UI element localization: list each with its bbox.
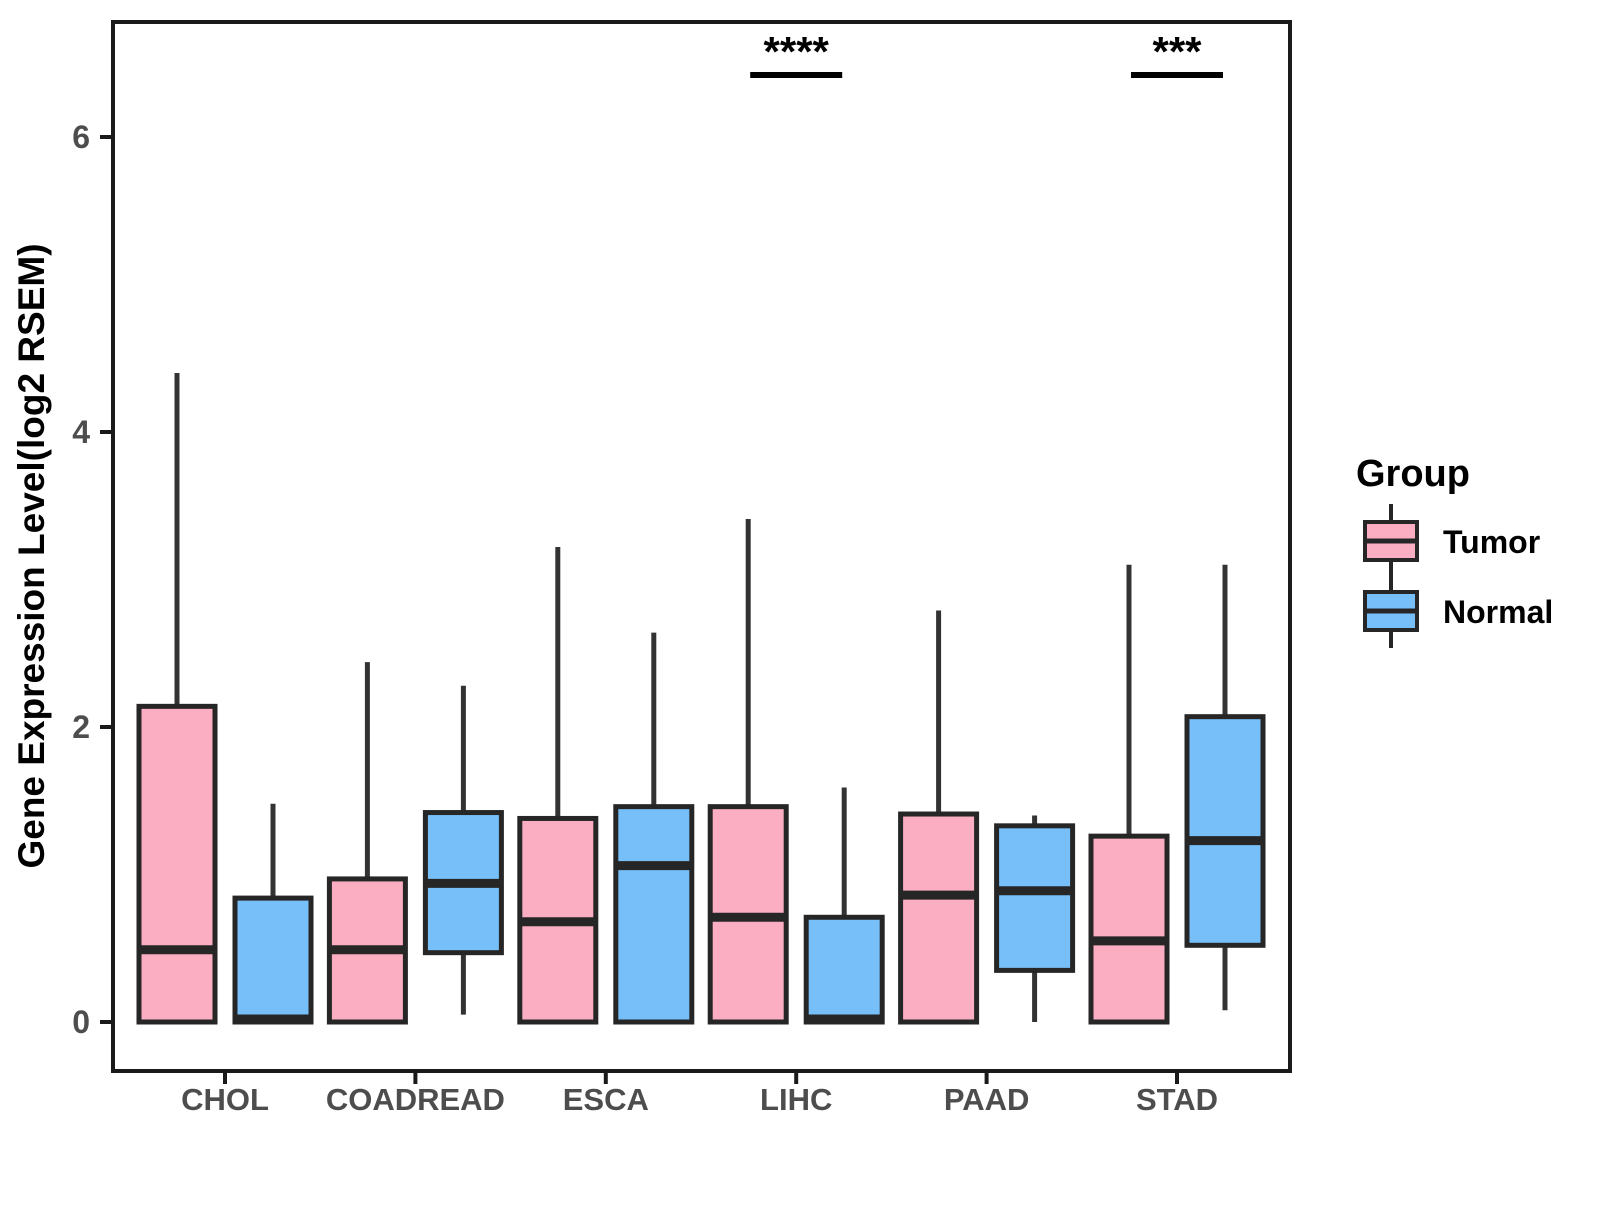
legend: Tumor Normal bbox=[1363, 504, 1553, 648]
x-tick-label-ESCA: ESCA bbox=[563, 1082, 649, 1117]
significance-bar-LIHC bbox=[750, 72, 843, 78]
y-axis-title: Gene Expression Level(log2 RSEM) bbox=[11, 243, 52, 868]
panel-border bbox=[111, 20, 1292, 1073]
legend-label-Tumor: Tumor bbox=[1443, 524, 1540, 560]
box-CHOL-Tumor bbox=[136, 703, 218, 1025]
significance-bar-STAD bbox=[1131, 72, 1223, 78]
box-LIHC-Normal bbox=[803, 914, 885, 1025]
y-tick-label-2: 2 bbox=[72, 709, 90, 745]
x-tick-label-STAD: STAD bbox=[1136, 1082, 1218, 1117]
significance-stars-STAD: *** bbox=[1152, 28, 1202, 75]
legend-label-Normal: Normal bbox=[1443, 594, 1553, 630]
box-PAAD-Normal bbox=[994, 823, 1076, 973]
x-tick-label-LIHC: LIHC bbox=[760, 1082, 832, 1117]
y-tick-label-4: 4 bbox=[72, 414, 90, 450]
box-STAD-Normal bbox=[1184, 714, 1266, 948]
box-CHOL-Normal bbox=[232, 895, 314, 1025]
legend-title: Group bbox=[1356, 453, 1470, 495]
x-tick-label-CHOL: CHOL bbox=[181, 1082, 269, 1117]
significance-stars-LIHC: **** bbox=[764, 28, 830, 75]
box-PAAD-Tumor bbox=[898, 811, 980, 1025]
box-ESCA-Normal bbox=[613, 804, 695, 1025]
box-STAD-Tumor bbox=[1088, 833, 1170, 1025]
y-tick-label-0: 0 bbox=[72, 1004, 90, 1040]
x-tick-label-COADREAD: COADREAD bbox=[326, 1082, 505, 1117]
x-tick-label-PAAD: PAAD bbox=[944, 1082, 1030, 1117]
y-tick-label-6: 6 bbox=[72, 119, 90, 155]
